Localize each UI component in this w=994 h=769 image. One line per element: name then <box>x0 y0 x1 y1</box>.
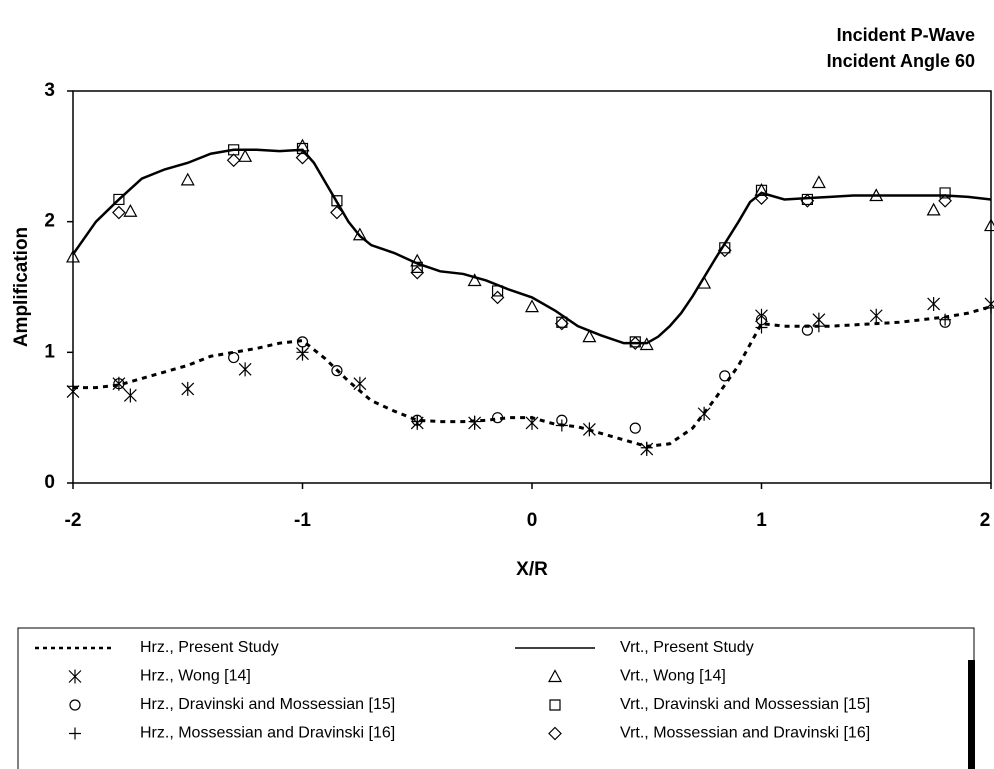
marker <box>639 337 654 351</box>
marker <box>353 376 367 391</box>
marker <box>228 144 240 156</box>
marker <box>411 415 424 428</box>
marker <box>181 381 195 396</box>
marker <box>939 313 952 326</box>
chart-subtitle: Incident Angle 60 <box>827 51 975 71</box>
marker <box>525 415 539 430</box>
marker <box>226 153 241 168</box>
marker <box>228 351 240 364</box>
marker <box>331 195 343 207</box>
marker <box>69 699 81 711</box>
marker <box>123 203 138 217</box>
marker <box>812 320 825 333</box>
marker <box>640 441 653 454</box>
legend-label: Vrt., Dravinski and Mossessian [15] <box>620 696 870 713</box>
marker <box>330 205 344 220</box>
marker <box>113 193 125 206</box>
x-tick-label: 2 <box>980 510 991 531</box>
marker <box>582 422 596 437</box>
marker <box>238 149 253 162</box>
marker <box>410 265 425 280</box>
marker <box>490 290 505 305</box>
chart-title: Incident P-Wave <box>837 25 975 45</box>
marker <box>180 172 195 186</box>
legend-label: Hrz., Dravinski and Mossessian [15] <box>140 696 395 713</box>
marker <box>754 191 769 205</box>
marker <box>554 316 569 331</box>
x-axis-label: X/R <box>516 559 548 580</box>
x-tick-label: 1 <box>756 510 767 531</box>
marker <box>69 727 81 740</box>
marker <box>719 370 731 382</box>
y-tick-label: 2 <box>44 211 55 232</box>
marker <box>800 193 815 208</box>
legend-label: Vrt., Mossessian and Dravinski [16] <box>620 725 870 742</box>
x-tick-label: 0 <box>527 510 538 531</box>
marker <box>869 188 884 202</box>
marker <box>697 406 711 421</box>
legend-shadow <box>968 660 975 769</box>
marker <box>547 669 563 683</box>
marker <box>352 227 367 241</box>
marker <box>65 249 81 263</box>
marker <box>467 273 482 287</box>
marker <box>985 301 994 314</box>
x-tick-label: -1 <box>294 510 311 531</box>
marker <box>629 422 641 434</box>
marker <box>755 308 768 323</box>
series-line <box>71 148 992 345</box>
y-tick-label: 1 <box>44 341 55 362</box>
legend-label: Hrz., Wong [14] <box>140 668 251 685</box>
marker <box>295 150 310 165</box>
marker <box>123 388 137 403</box>
marker <box>717 243 732 258</box>
marker <box>331 365 343 377</box>
marker <box>697 275 712 289</box>
marker <box>68 669 82 684</box>
marker <box>491 412 504 424</box>
marker <box>112 205 126 220</box>
marker <box>801 324 814 336</box>
marker <box>926 202 941 216</box>
y-tick-label: 0 <box>44 472 55 493</box>
marker <box>296 346 309 359</box>
y-axis-label: Amplification <box>11 227 32 347</box>
marker <box>811 175 826 189</box>
x-tick-label: -2 <box>65 510 82 531</box>
marker <box>869 308 883 323</box>
y-tick-label: 3 <box>44 80 55 101</box>
marker <box>755 321 768 334</box>
marker <box>983 218 994 232</box>
marker <box>468 415 481 428</box>
marker <box>524 299 540 313</box>
marker <box>984 296 994 311</box>
marker <box>927 296 941 311</box>
marker <box>548 726 562 741</box>
marker <box>755 184 768 196</box>
marker <box>113 378 125 390</box>
marker <box>549 699 561 711</box>
legend-label: Hrz., Mossessian and Dravinski [16] <box>140 725 395 742</box>
marker <box>939 187 951 199</box>
marker <box>628 336 643 351</box>
marker <box>555 419 568 432</box>
marker <box>938 193 952 208</box>
marker <box>67 380 79 393</box>
legend-label: Hrz., Present Study <box>140 639 279 656</box>
marker <box>296 142 309 155</box>
legend-label: Vrt., Present Study <box>620 639 754 656</box>
marker <box>238 362 252 377</box>
legend-label: Vrt., Wong [14] <box>620 668 726 685</box>
marker <box>582 329 597 343</box>
